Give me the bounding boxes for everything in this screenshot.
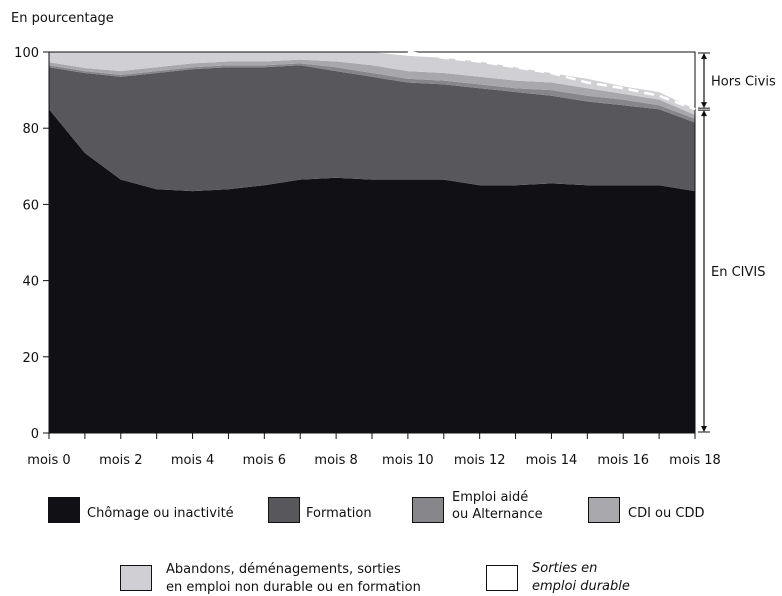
x-tick-label-1: mois 2 xyxy=(99,453,142,468)
y-tick-label-100: 100 xyxy=(14,46,39,61)
legend-label-emploi-aide-1: Emploi aidé xyxy=(452,490,528,505)
x-tick-label-8: mois 16 xyxy=(597,453,649,468)
bracket-arrow-bottom-1 xyxy=(701,426,707,432)
legend-swatch-sorties-durable xyxy=(486,565,518,591)
x-tick-label-5: mois 10 xyxy=(382,453,434,468)
legend-label-formation: Formation xyxy=(306,506,372,521)
x-tick-label-2: mois 4 xyxy=(171,453,214,468)
stacked-area-chart: 0 20 40 60 80 100 mois 0 mois 2 mois 4 mois 6 mois… xyxy=(0,0,782,470)
bracket-arrow-bottom-0 xyxy=(701,102,707,108)
bracket-arrow-top-1 xyxy=(701,110,707,116)
legend-swatch-abandons xyxy=(120,565,152,591)
bracket-label-1: En CIVIS xyxy=(711,265,765,280)
legend-swatch-chomage xyxy=(48,497,80,523)
y-tick-label-80: 80 xyxy=(22,122,39,137)
legend-label-cdi-cdd: CDI ou CDD xyxy=(628,506,704,521)
legend-label-emploi-aide-2: ou Alternance xyxy=(452,507,543,522)
y-tick-label-20: 20 xyxy=(22,351,39,366)
bracket-arrow-top-0 xyxy=(701,53,707,59)
x-tick-label-3: mois 6 xyxy=(243,453,286,468)
y-tick-label-40: 40 xyxy=(22,275,39,290)
legend-label-sorties-1: Sorties en xyxy=(532,561,597,576)
legend-label-abandons-1: Abandons, déménagements, sorties xyxy=(166,562,401,577)
x-tick-label-0: mois 0 xyxy=(27,453,70,468)
x-tick-label-4: mois 8 xyxy=(314,453,357,468)
x-tick-label-6: mois 12 xyxy=(454,453,506,468)
legend-label-chomage: Chômage ou inactivité xyxy=(87,506,234,521)
x-tick-label-9: mois 18 xyxy=(669,453,721,468)
bracket-label-0: Hors Civis xyxy=(711,75,776,90)
legend-label-sorties-2: emploi durable xyxy=(532,579,630,594)
y-tick-label-0: 0 xyxy=(31,427,39,442)
legend-swatch-formation xyxy=(268,497,300,523)
y-tick-label-60: 60 xyxy=(22,198,39,213)
legend-label-abandons-2: en emploi non durable ou en formation xyxy=(166,580,421,595)
legend-swatch-cdi-cdd xyxy=(588,497,620,523)
x-tick-label-7: mois 14 xyxy=(526,453,578,468)
legend-swatch-emploi-aide xyxy=(412,497,444,523)
